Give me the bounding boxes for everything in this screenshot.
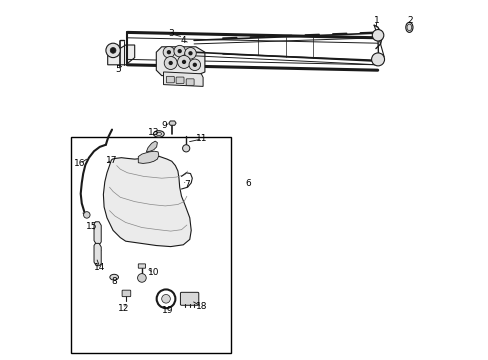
Polygon shape <box>103 156 191 247</box>
Circle shape <box>182 145 189 152</box>
Circle shape <box>169 62 172 64</box>
Text: 12: 12 <box>118 305 129 313</box>
Text: 10: 10 <box>148 269 159 277</box>
Text: 13: 13 <box>148 128 159 137</box>
Bar <box>71 137 231 353</box>
Circle shape <box>189 52 192 55</box>
FancyBboxPatch shape <box>186 79 194 85</box>
Text: 19: 19 <box>162 306 174 315</box>
Ellipse shape <box>405 22 412 32</box>
Polygon shape <box>107 45 134 65</box>
Text: 8: 8 <box>111 277 117 286</box>
Circle shape <box>162 294 170 303</box>
Circle shape <box>174 45 185 57</box>
Polygon shape <box>94 243 101 266</box>
Text: 4: 4 <box>180 36 186 45</box>
Text: 6: 6 <box>244 179 250 188</box>
Polygon shape <box>138 151 159 163</box>
FancyBboxPatch shape <box>138 264 145 268</box>
Ellipse shape <box>153 131 164 137</box>
Circle shape <box>167 51 170 54</box>
Circle shape <box>177 55 190 68</box>
FancyBboxPatch shape <box>122 290 130 297</box>
Text: 11: 11 <box>196 134 207 143</box>
Polygon shape <box>94 222 101 244</box>
Circle shape <box>189 59 200 71</box>
Polygon shape <box>168 121 176 125</box>
Circle shape <box>182 60 185 63</box>
Circle shape <box>163 46 174 58</box>
Text: 17: 17 <box>106 156 118 165</box>
Text: 1: 1 <box>373 15 379 24</box>
Circle shape <box>164 57 177 69</box>
FancyBboxPatch shape <box>180 292 199 305</box>
Text: 2: 2 <box>407 15 412 24</box>
Circle shape <box>110 48 116 53</box>
Circle shape <box>106 43 120 58</box>
Circle shape <box>193 63 196 66</box>
Ellipse shape <box>110 274 118 280</box>
Circle shape <box>137 274 146 282</box>
Text: 15: 15 <box>85 222 97 231</box>
Text: 7: 7 <box>183 180 189 189</box>
Circle shape <box>178 50 181 53</box>
Text: 16: 16 <box>74 159 85 168</box>
Text: 9: 9 <box>161 121 166 130</box>
Text: 5: 5 <box>115 65 121 74</box>
Text: 3: 3 <box>167 29 173 38</box>
Circle shape <box>184 48 196 59</box>
Polygon shape <box>156 47 204 76</box>
Text: 18: 18 <box>196 302 207 311</box>
Circle shape <box>371 53 384 66</box>
FancyBboxPatch shape <box>166 76 174 83</box>
FancyBboxPatch shape <box>176 77 183 84</box>
Text: 14: 14 <box>94 263 105 271</box>
Circle shape <box>83 212 90 218</box>
Circle shape <box>371 30 383 41</box>
Polygon shape <box>163 72 203 86</box>
Polygon shape <box>146 141 157 152</box>
